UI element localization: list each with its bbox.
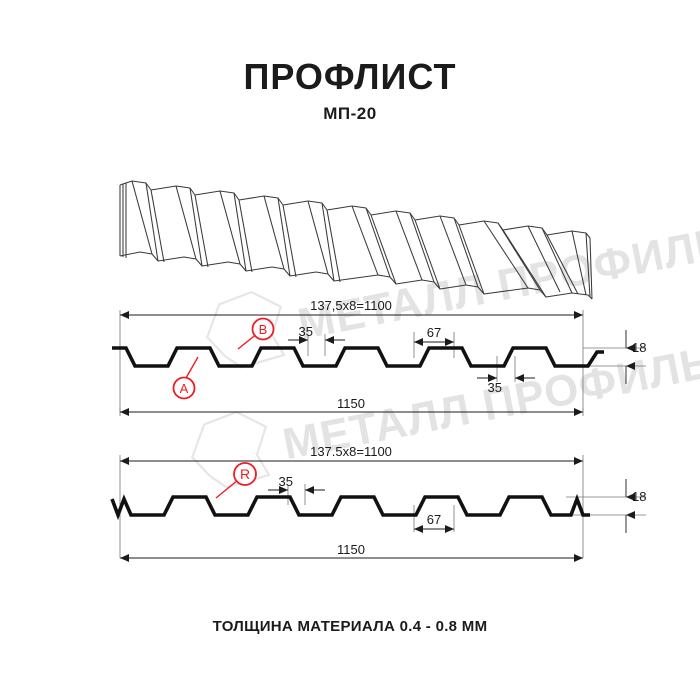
section-b-marker-r: R (215, 462, 257, 499)
section-a-rib-width: 35 (299, 324, 313, 339)
page-title: ПРОФЛИСТ (243, 56, 457, 97)
marker-a-label: A (180, 381, 189, 396)
material-thickness-caption: ТОЛЩИНА МАТЕРИАЛА 0.4 - 0.8 ММ (212, 618, 488, 635)
page-subtitle: МП-20 (323, 104, 377, 123)
section-a-marker-b: B (237, 317, 275, 350)
section-b-rib-width: 35 (279, 474, 293, 489)
section-b-top-dimension: 137.5x8=1100 (310, 444, 392, 459)
section-a-lower-rib-width: 35 (488, 380, 502, 395)
section-a-height-dimension: 18 (632, 340, 646, 355)
section-a-marker-a: A (172, 356, 199, 400)
section-a-top-dimension: 137,5x8=1100 (310, 298, 392, 313)
section-a-bottom-dimension: 1150 (337, 396, 365, 411)
section-b-bottom-dimension: 1150 (337, 542, 365, 557)
marker-b-label: B (259, 322, 268, 337)
section-b-valley-width: 67 (427, 512, 441, 527)
section-a-valley-width: 67 (427, 325, 441, 340)
section-b-height-dimension: 18 (632, 489, 646, 504)
marker-r-label: R (240, 466, 250, 482)
watermark-logo-icon-2 (190, 410, 271, 489)
